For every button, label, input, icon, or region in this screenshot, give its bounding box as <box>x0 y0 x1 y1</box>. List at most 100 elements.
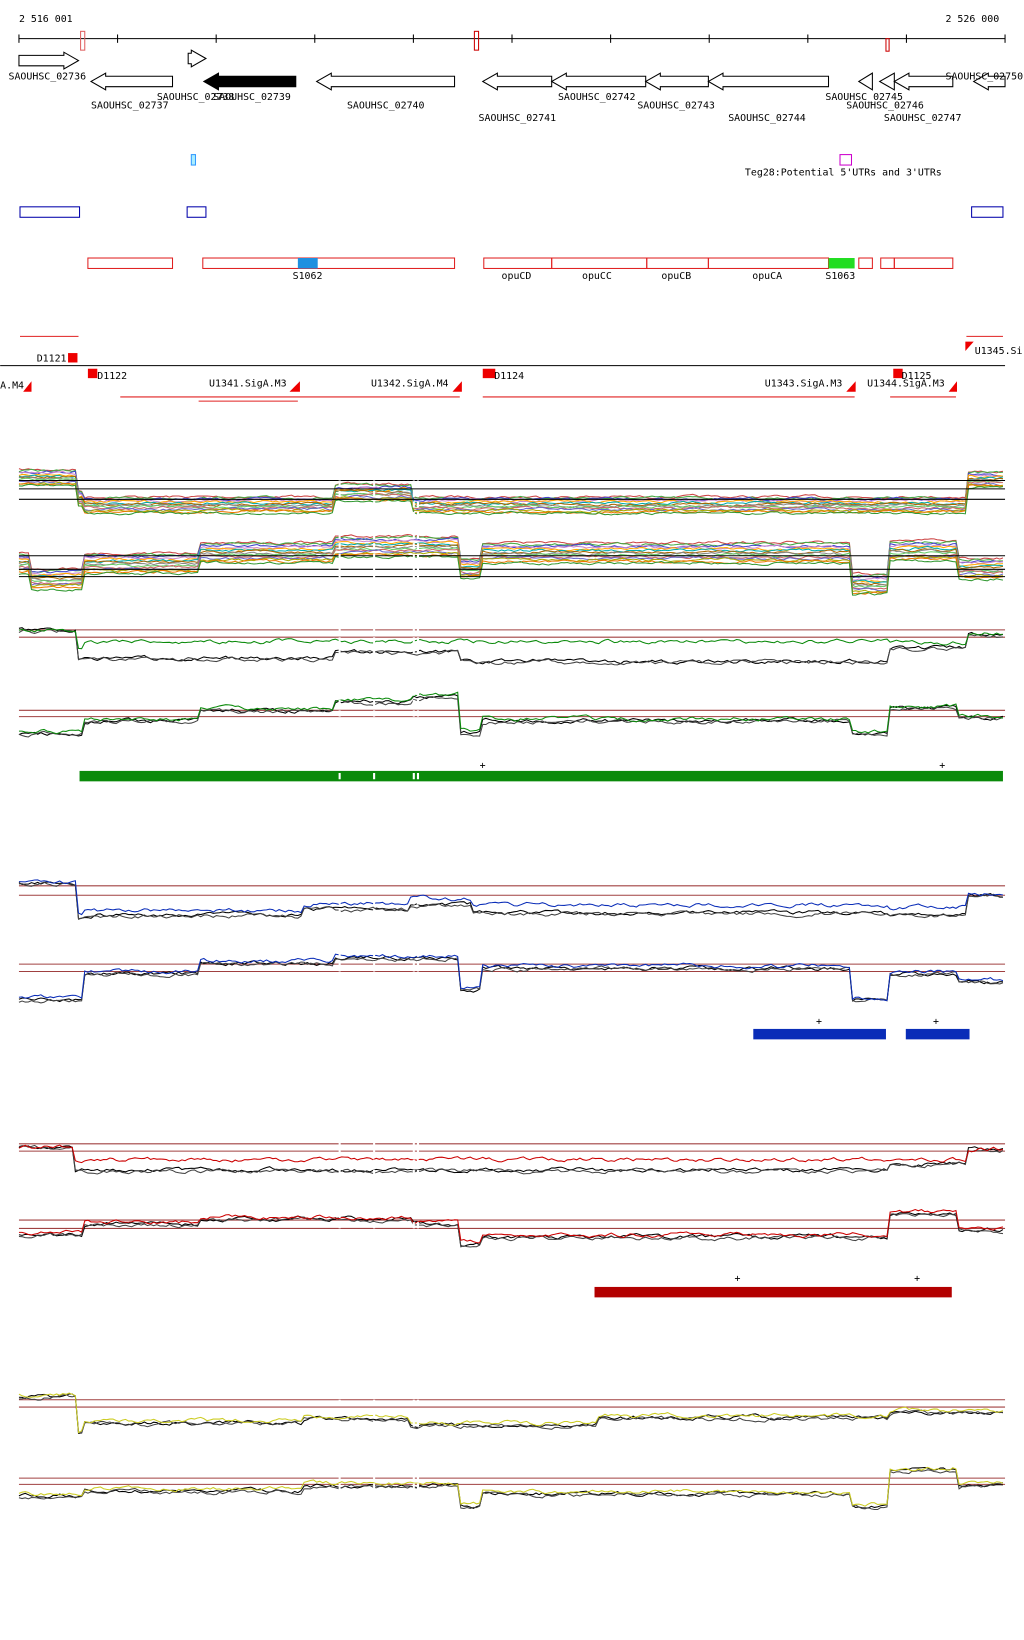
gene-arrow <box>972 72 1006 91</box>
gene-arrow <box>878 72 895 91</box>
trace <box>18 539 1004 581</box>
feature-label: opuCA <box>752 271 782 282</box>
trace <box>18 481 1004 514</box>
trace <box>18 881 1003 920</box>
gene-label: SAOUHSC_02744 <box>728 113 806 124</box>
gene-label: SAOUHSC_02747 <box>884 113 962 124</box>
trace <box>18 1467 1003 1509</box>
feature-label: opuCC <box>582 271 612 282</box>
feature-label: opuCD <box>502 271 532 282</box>
gene-arrow <box>18 51 80 70</box>
blue-box <box>971 206 1004 218</box>
feature-box <box>880 257 895 269</box>
gene-label: SAOUHSC_02750 <box>946 71 1024 82</box>
trace <box>18 483 1004 516</box>
promoter-label: D1124 <box>494 371 524 382</box>
flag <box>452 381 462 392</box>
gene-arrow <box>707 72 830 91</box>
gene-arrow <box>202 72 297 91</box>
feature-box <box>828 258 855 269</box>
feature-box <box>483 257 553 269</box>
flag <box>289 381 300 392</box>
promoter-label: D1122 <box>97 371 127 382</box>
gene-arrow <box>857 72 873 91</box>
teg-label: Teg28:Potential 5'UTRs and 3'UTRs <box>745 167 942 178</box>
flag <box>23 381 32 392</box>
flag <box>948 381 957 392</box>
utr-box <box>839 154 853 166</box>
plus-mark: + <box>939 761 945 772</box>
trace <box>18 1144 1004 1175</box>
gene-label: SAOUHSC_02742 <box>558 92 636 103</box>
gene-arrow <box>550 72 647 91</box>
marker <box>885 38 890 52</box>
gene-label: SAOUHSC_02745 <box>825 92 903 103</box>
trace <box>18 1466 1004 1507</box>
trace <box>18 552 1004 595</box>
trace <box>18 694 1004 737</box>
transcript-lines <box>19 335 1003 402</box>
gene-arrow <box>89 72 174 91</box>
gene-label: SAOUHSC_02739 <box>213 92 291 103</box>
trace <box>18 1145 1004 1174</box>
gene-arrow <box>481 72 553 91</box>
feature-box <box>646 257 709 269</box>
region-bar <box>753 1028 886 1040</box>
marker <box>80 30 86 51</box>
gene-label: SAOUHSC_02743 <box>637 101 715 112</box>
transcript-label: U1343.SigA.M3 <box>765 378 843 389</box>
blue-box <box>19 206 81 218</box>
plus-mark: + <box>480 761 486 772</box>
transcript-label: A.M4 <box>0 380 24 391</box>
trace <box>18 477 1004 510</box>
feature-box <box>893 257 954 269</box>
plus-mark: + <box>914 1274 920 1285</box>
trace <box>18 955 1003 1003</box>
feature-box <box>707 257 830 269</box>
plus-mark: + <box>734 1274 740 1285</box>
trace <box>18 691 1004 735</box>
trace <box>18 1144 1004 1164</box>
trace <box>18 535 1003 577</box>
feature-box <box>551 257 648 269</box>
ruler-end: 2 526 000 <box>946 14 1000 25</box>
gene-label: SAOUHSC_02746 <box>846 101 924 112</box>
trace <box>18 1208 1004 1244</box>
gene-arrow <box>893 72 954 91</box>
promoter-label: D1121 <box>37 353 67 364</box>
transcript-label: U1344.SigA.M3 <box>867 378 945 389</box>
region-bar <box>594 1286 952 1298</box>
promoter-box <box>68 353 78 363</box>
feature-box <box>202 257 456 269</box>
promoter-label: D1125 <box>902 371 932 382</box>
transcript-label: U1345.Si <box>975 346 1023 357</box>
trace <box>18 628 1003 666</box>
feature-box <box>87 257 174 269</box>
trace <box>18 953 1004 1002</box>
tracks <box>18 459 1006 1526</box>
region-bar <box>905 1028 970 1040</box>
gene-label: SAOUHSC_02740 <box>347 101 425 112</box>
gene-label: SAOUHSC_02741 <box>479 113 557 124</box>
feature-label: S1062 <box>293 271 323 282</box>
trace <box>18 475 1003 507</box>
trace <box>18 628 1003 650</box>
trace <box>18 554 1004 596</box>
gene-label: SAOUHSC_02736 <box>9 71 87 82</box>
feature-box <box>297 258 318 269</box>
transcript-label: U1342.SigA.M4 <box>371 378 449 389</box>
plus-mark: + <box>933 1017 939 1028</box>
region-bar <box>79 770 1003 782</box>
trace <box>18 545 1003 587</box>
ruler-start: 2 516 001 <box>19 14 73 25</box>
flag <box>965 341 974 351</box>
trace <box>18 1212 1004 1248</box>
gene-label: SAOUHSC_02737 <box>91 101 169 112</box>
trace <box>18 957 1004 1004</box>
promoter-box <box>87 368 98 379</box>
blue-box <box>186 206 207 218</box>
feature-box <box>858 257 873 269</box>
trace <box>18 879 1004 916</box>
